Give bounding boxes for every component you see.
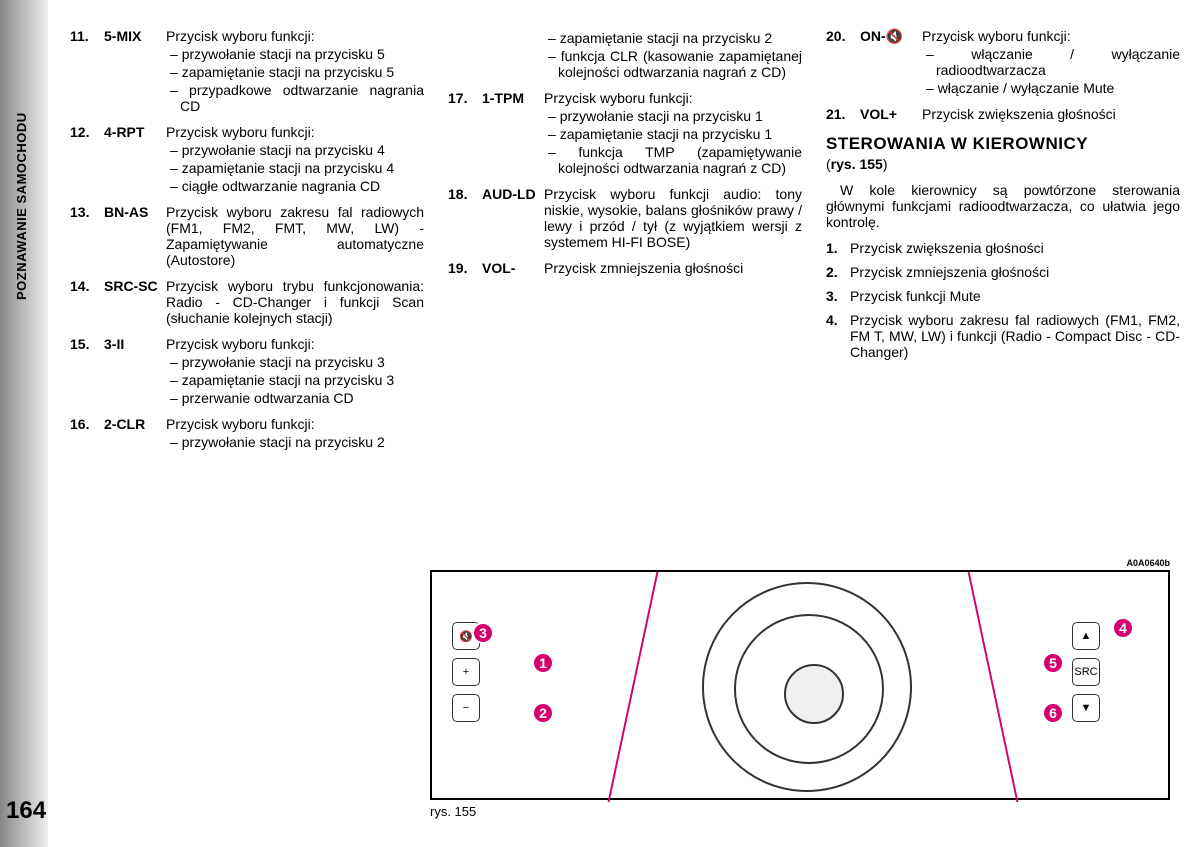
sub-item: zapamiętanie stacji na przycisku 3 <box>166 372 424 388</box>
down-button: ▼ <box>1072 694 1100 722</box>
item-label: SRC-SC <box>104 278 166 326</box>
item-number: 19. <box>448 260 482 276</box>
divider-line <box>608 572 659 802</box>
item-label: 4-RPT <box>104 124 166 194</box>
sub-item: przywołanie stacji na przycisku 3 <box>166 354 424 370</box>
column-1: 11.5-MIXPrzycisk wyboru funkcji:przywoła… <box>70 28 424 460</box>
item-label: 3-II <box>104 336 166 406</box>
list-item: 16.2-CLRPrzycisk wyboru funkcji:przywoła… <box>70 416 424 450</box>
content-columns: 11.5-MIXPrzycisk wyboru funkcji:przywoła… <box>70 28 1180 460</box>
callout-6: 6 <box>1042 702 1064 724</box>
item-label: VOL+ <box>860 106 922 122</box>
item-body: Przycisk wyboru funkcji audio: tony nisk… <box>544 186 802 250</box>
list-item: 12.4-RPTPrzycisk wyboru funkcji:przywoła… <box>70 124 424 194</box>
item-number: 12. <box>70 124 104 194</box>
list-item: 17.1-TPMPrzycisk wyboru funkcji:przywoła… <box>448 90 802 176</box>
column-3: 20.ON-🔇Przycisk wyboru funkcji:włączanie… <box>826 28 1180 460</box>
item-body: Przycisk wyboru funkcji:przywołanie stac… <box>166 124 424 194</box>
figure-box: 🔇 + − ▲ SRC ▼ 1 2 3 4 5 6 <box>430 570 1170 800</box>
item-body: Przycisk wyboru funkcji:przywołanie stac… <box>166 336 424 406</box>
right-button-cluster: ▲ SRC ▼ <box>1072 622 1122 722</box>
item-number: 11. <box>70 28 104 114</box>
sub-item: przywołanie stacji na przycisku 4 <box>166 142 424 158</box>
item-label: 1-TPM <box>482 90 544 176</box>
vol-down-button: − <box>452 694 480 722</box>
item-number: 21. <box>826 106 860 122</box>
list-item: 14.SRC-SCPrzycisk wyboru trybu funkcjono… <box>70 278 424 326</box>
item-label: ON-🔇 <box>860 28 922 96</box>
sub-item: zapamiętanie stacji na przycisku 5 <box>166 64 424 80</box>
side-tab: POZNAWANIE SAMOCHODU <box>0 0 48 847</box>
side-tab-label: POZNAWANIE SAMOCHODU <box>14 112 29 300</box>
callout-5: 5 <box>1042 652 1064 674</box>
section-subhead: (rys. 155) <box>826 156 1180 172</box>
callout-1: 1 <box>532 652 554 674</box>
numbered-item: 3.Przycisk funkcji Mute <box>826 288 1180 304</box>
list-item-cont: zapamiętanie stacji na przycisku 2 funkcj… <box>448 28 802 80</box>
item-label: 5-MIX <box>104 28 166 114</box>
item-number: 20. <box>826 28 860 96</box>
sub-item: przypadkowe odtwarzanie nagrania CD <box>166 82 424 114</box>
item-number: 14. <box>70 278 104 326</box>
sub-item: ciągłe odtwarzanie nagrania CD <box>166 178 424 194</box>
sub-item: przywołanie stacji na przycisku 5 <box>166 46 424 62</box>
vol-up-button: + <box>452 658 480 686</box>
item-number: 13. <box>70 204 104 268</box>
wheel-hub <box>784 664 844 724</box>
numbered-item: 1.Przycisk zwiększenia głośności <box>826 240 1180 256</box>
page-number: 164 <box>6 797 46 825</box>
divider-line <box>968 572 1019 802</box>
item-label: 2-CLR <box>104 416 166 450</box>
item-label: BN-AS <box>104 204 166 268</box>
column-2: zapamiętanie stacji na przycisku 2 funkcj… <box>448 28 802 460</box>
sub-item: zapamiętanie stacji na przycisku 4 <box>166 160 424 176</box>
item-body: Przycisk wyboru trybu funkcjonowania: Ra… <box>166 278 424 326</box>
figure-caption: rys. 155 <box>430 804 1170 819</box>
item-body: Przycisk wyboru funkcji:przywołanie stac… <box>544 90 802 176</box>
item-label: VOL- <box>482 260 544 276</box>
item-body: Przycisk wyboru funkcji:przywołanie stac… <box>166 28 424 114</box>
list-item: 11.5-MIXPrzycisk wyboru funkcji:przywoła… <box>70 28 424 114</box>
sub-item: zapamiętanie stacji na przycisku 1 <box>544 126 802 142</box>
item-body: Przycisk zwiększenia głośności <box>922 106 1180 122</box>
figure-code: A0A0640b <box>430 558 1170 568</box>
sub-item: przerwanie odtwarzania CD <box>166 390 424 406</box>
list-item: 15.3-IIPrzycisk wyboru funkcji:przywołan… <box>70 336 424 406</box>
sub-item: zapamiętanie stacji na przycisku 2 <box>544 30 802 46</box>
item-number: 17. <box>448 90 482 176</box>
callout-4: 4 <box>1112 617 1134 639</box>
figure-155: A0A0640b 🔇 + − ▲ SRC ▼ 1 2 3 4 5 6 rys. … <box>430 558 1170 819</box>
numbered-item: 4.Przycisk wyboru zakresu fal radiowych … <box>826 312 1180 360</box>
section-heading: STEROWANIA W KIEROWNICY <box>826 134 1180 154</box>
callout-3: 3 <box>472 622 494 644</box>
paragraph: W kole kierownicy są powtórzone sterowan… <box>826 182 1180 230</box>
item-number: 15. <box>70 336 104 406</box>
list-item: 20.ON-🔇Przycisk wyboru funkcji:włączanie… <box>826 28 1180 96</box>
numbered-item: 2.Przycisk zmniejszenia głośności <box>826 264 1180 280</box>
item-number: 18. <box>448 186 482 250</box>
sub-item: włączanie / wyłączanie Mute <box>922 80 1180 96</box>
list-item: 21.VOL+Przycisk zwiększenia głośności <box>826 106 1180 122</box>
list-item: 13.BN-ASPrzycisk wyboru zakresu fal radi… <box>70 204 424 268</box>
item-number: 16. <box>70 416 104 450</box>
item-body: Przycisk wyboru funkcji:włączanie / wyłą… <box>922 28 1180 96</box>
sub-item: funkcja CLR (kasowanie zapamiętanej kole… <box>544 48 802 80</box>
item-body: Przycisk zmniejszenia głośności <box>544 260 802 276</box>
sub-item: przywołanie stacji na przycisku 2 <box>166 434 424 450</box>
up-button: ▲ <box>1072 622 1100 650</box>
sub-item: przywołanie stacji na przycisku 1 <box>544 108 802 124</box>
list-item: 18.AUD-LDPrzycisk wyboru funkcji audio: … <box>448 186 802 250</box>
item-label: AUD-LD <box>482 186 544 250</box>
steering-wheel <box>702 582 912 792</box>
item-body: Przycisk wyboru zakresu fal radiowych (F… <box>166 204 424 268</box>
item-body: Przycisk wyboru funkcji:przywołanie stac… <box>166 416 424 450</box>
list-item: 19.VOL-Przycisk zmniejszenia głośności <box>448 260 802 276</box>
src-button: SRC <box>1072 658 1100 686</box>
sub-item: włączanie / wyłączanie radioodtwarzacza <box>922 46 1180 78</box>
callout-2: 2 <box>532 702 554 724</box>
sub-item: funkcja TMP (zapamiętywanie kolejności o… <box>544 144 802 176</box>
